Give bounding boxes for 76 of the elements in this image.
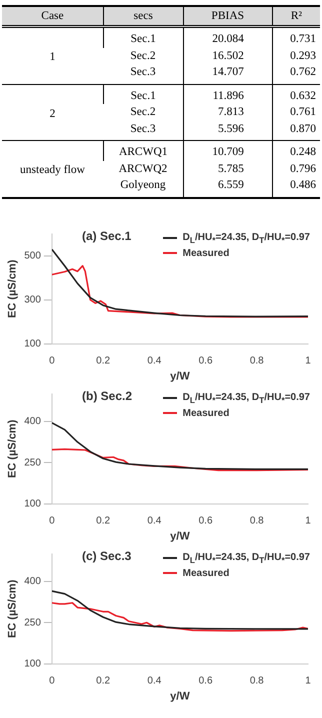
text: 16.502 [183, 48, 272, 64]
text: Golyeong [103, 177, 184, 198]
y-tick-label: 250 [24, 616, 42, 628]
x-tick-label: 0 [49, 675, 56, 686]
y-tick-label: 300 [24, 294, 42, 306]
text: Sec.3 [103, 120, 184, 140]
text: 0.248 [272, 140, 320, 160]
x-tick-label: 0.8 [250, 355, 264, 366]
text: 0.796 [272, 160, 320, 177]
text: 6.559 [183, 177, 272, 198]
text: 0.761 [272, 104, 320, 120]
x-tick-label: 1 [305, 355, 312, 366]
x-tick-label: 0.2 [96, 675, 110, 686]
x-tick-label: 1 [305, 515, 312, 526]
x-tick-label: 0.2 [96, 515, 110, 526]
text: 7.813 [183, 104, 272, 120]
x-axis-title: y/W [170, 370, 190, 382]
y-axis-title: EC (µS/cm) [6, 578, 19, 638]
text: 0.293 [272, 48, 320, 64]
x-tick-label: 0.6 [198, 355, 213, 366]
y-tick-label: 100 [24, 658, 42, 670]
text: 14.707 [183, 64, 272, 84]
x-tick-label: 0.4 [147, 675, 162, 686]
text: 0.870 [272, 120, 320, 140]
text: D$_{L}$/HU$_{*}$=24.35, D$_{T}$/HU$_{*}$=0.97 [182, 552, 310, 564]
category-label: Case [2, 6, 104, 26]
y-tick-label: 500 [24, 250, 42, 262]
text: Sec.1 [103, 84, 184, 104]
text: 0.486 [272, 177, 320, 198]
x-tick-label: 0.8 [250, 515, 264, 526]
text: Sec.2 [129, 48, 157, 64]
text: ARCWQ2 [118, 162, 168, 176]
text: Sec.1 [103, 26, 184, 48]
y-axis-title: EC (µS/cm) [6, 258, 19, 318]
x-axis-title: y/W [170, 530, 190, 542]
legend-label: Measured [182, 408, 230, 418]
text: 5.596 [183, 120, 272, 140]
category-label: PBIAS [183, 6, 272, 26]
text: 20.084 [183, 26, 272, 48]
x-tick-label: 0.8 [250, 675, 264, 686]
legend-label: Measured [182, 568, 230, 578]
text: Sec.3 [103, 64, 184, 84]
y-tick-label: 400 [24, 576, 42, 587]
text: ARCWQ1 [103, 140, 184, 160]
text: 10.709 [183, 140, 272, 160]
x-tick-label: 0.2 [96, 355, 110, 366]
y-tick-label: 250 [24, 456, 42, 468]
x-tick-label: 0.4 [147, 355, 162, 366]
text: unsteady flow [2, 140, 104, 198]
text: 0.731 [272, 26, 320, 48]
x-tick-label: 0.4 [147, 515, 162, 526]
category-label: R² [272, 6, 320, 26]
text: 11.896 [183, 84, 272, 104]
x-tick-label: 0.6 [198, 515, 213, 526]
legend-label: Measured [182, 248, 230, 258]
text: D$_{L}$/HU$_{*}$=24.35, D$_{T}$/HU$_{*}$=0.97 [182, 232, 310, 244]
chart-title: (a) Sec.1 [82, 228, 132, 242]
text: Sec.2 [129, 105, 157, 120]
text: 0.632 [272, 84, 320, 104]
text: 2 [2, 84, 104, 140]
y-tick-label: 100 [24, 498, 42, 510]
text: 0.762 [272, 64, 320, 84]
text: D$_{L}$/HU$_{*}$=24.35, D$_{T}$/HU$_{*}$=0.97 [182, 392, 310, 404]
y-tick-label: 100 [24, 338, 42, 350]
text: 1 [2, 26, 104, 84]
chart-title: (c) Sec.3 [82, 548, 132, 562]
x-tick-label: 1 [305, 675, 312, 686]
chart-title: (b) Sec.2 [82, 388, 132, 402]
text: 5.785 [183, 160, 272, 177]
y-tick-label: 400 [24, 416, 42, 427]
x-tick-label: 0 [49, 355, 56, 366]
y-axis-title: EC (µS/cm) [6, 418, 19, 478]
category-label: secs [103, 6, 184, 26]
x-tick-label: 0.6 [198, 675, 213, 686]
x-axis-title: y/W [170, 690, 190, 702]
x-tick-label: 0 [49, 515, 56, 526]
